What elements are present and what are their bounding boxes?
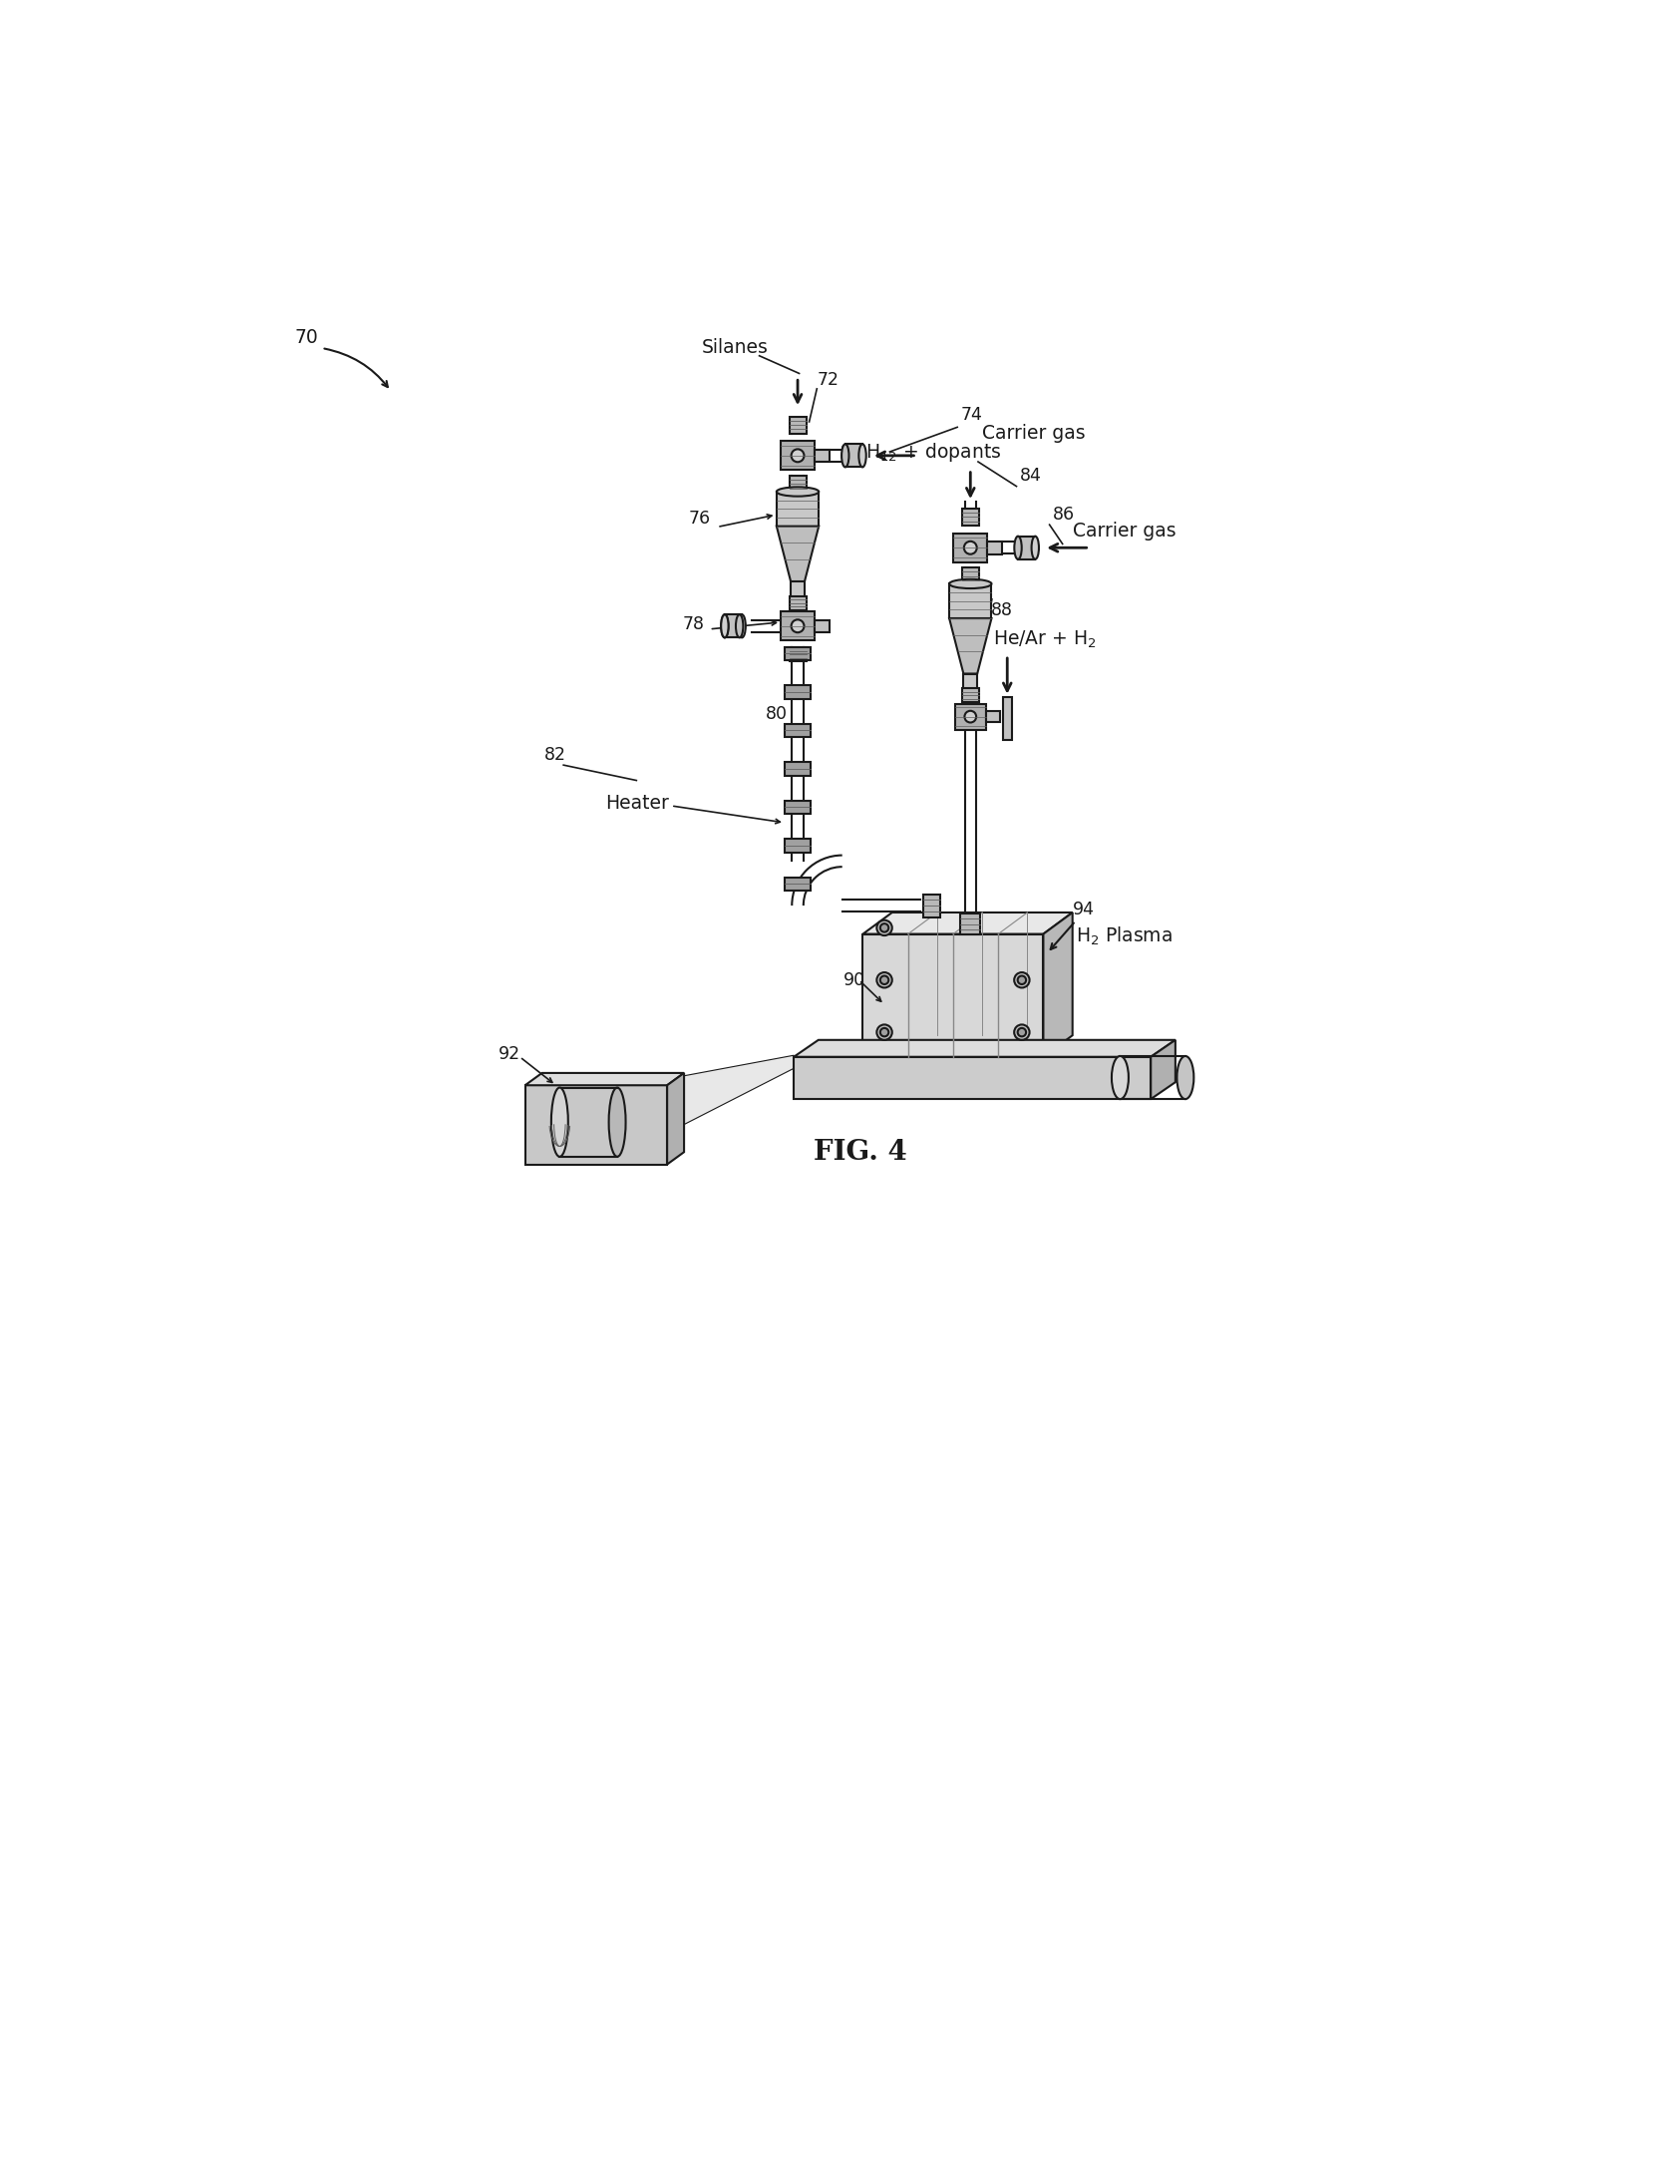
Bar [785,686,811,699]
Bar [790,649,806,662]
Polygon shape [622,1055,795,1158]
Ellipse shape [776,487,818,496]
Bar [785,878,811,891]
Bar [864,935,1043,1057]
Text: 84: 84 [1020,467,1042,485]
Bar [924,893,941,917]
Bar [724,614,739,638]
Text: 78: 78 [682,616,704,633]
Text: Silanes: Silanes [702,339,768,356]
Bar [795,1057,1151,1099]
Text: FIG. 4: FIG. 4 [813,1140,907,1166]
Polygon shape [776,526,818,581]
Text: 86: 86 [1053,505,1075,524]
Circle shape [877,919,892,935]
Bar [954,703,986,729]
Text: Heater: Heater [606,793,669,812]
Bar [815,620,830,633]
Ellipse shape [1015,537,1021,559]
Ellipse shape [1032,537,1038,559]
Circle shape [877,1024,892,1040]
Ellipse shape [949,579,991,587]
Ellipse shape [738,614,746,638]
Bar [785,646,811,660]
Bar [954,533,988,561]
Bar [790,417,806,432]
Ellipse shape [736,614,743,638]
Circle shape [1015,972,1030,987]
Text: Si$_6$H$_{12}$ + dopants: Si$_6$H$_{12}$ + dopants [840,441,1001,463]
Bar [724,614,743,638]
Circle shape [791,450,805,463]
Ellipse shape [1112,1057,1129,1099]
Ellipse shape [1178,1057,1194,1099]
Bar [1018,537,1035,559]
Bar [949,583,991,618]
Ellipse shape [608,1088,625,1158]
Bar [963,688,979,701]
Circle shape [1018,1029,1026,1037]
Bar [1003,697,1011,740]
Ellipse shape [551,1088,568,1158]
Bar [526,1085,667,1164]
Bar [776,491,818,526]
Text: 94: 94 [1072,900,1094,919]
Polygon shape [526,1072,684,1085]
Circle shape [1018,976,1026,985]
Bar [961,913,981,935]
Polygon shape [864,913,1072,935]
Polygon shape [1151,1040,1176,1099]
Bar [781,612,815,640]
Ellipse shape [842,443,848,467]
Polygon shape [667,1072,684,1164]
Polygon shape [949,618,991,673]
Circle shape [880,924,889,933]
Bar [986,712,1000,723]
Text: 72: 72 [816,371,838,389]
Bar [988,542,1003,555]
Bar [785,723,811,738]
Text: Carrier gas: Carrier gas [981,424,1085,443]
Bar [790,596,806,609]
Text: 88: 88 [991,601,1013,620]
Bar [785,839,811,852]
Ellipse shape [721,614,729,638]
Polygon shape [795,1040,1176,1057]
Bar [785,799,811,815]
Bar [785,762,811,775]
Text: 82: 82 [544,745,566,764]
Polygon shape [1043,913,1072,1057]
Text: Carrier gas: Carrier gas [1072,522,1176,542]
Bar [964,673,978,688]
Circle shape [880,1029,889,1037]
Circle shape [964,542,976,555]
Circle shape [880,976,889,985]
Bar [791,581,805,596]
Text: 70: 70 [294,328,319,347]
Text: 80: 80 [766,705,788,723]
Circle shape [1015,1024,1030,1040]
Bar [815,450,830,463]
Text: 90: 90 [843,972,865,989]
Circle shape [791,620,805,633]
Circle shape [877,972,892,987]
Ellipse shape [721,614,729,638]
Bar [845,443,862,467]
Bar [963,568,979,585]
Text: H$_2$ Plasma: H$_2$ Plasma [1075,924,1173,948]
Ellipse shape [858,443,867,467]
Bar [963,509,979,526]
Circle shape [964,710,976,723]
Text: He/Ar + H$_2$: He/Ar + H$_2$ [993,629,1097,651]
Bar [790,476,806,491]
Text: 74: 74 [961,406,983,424]
Text: 92: 92 [499,1046,521,1064]
Bar [781,441,815,470]
Text: 76: 76 [689,509,711,526]
